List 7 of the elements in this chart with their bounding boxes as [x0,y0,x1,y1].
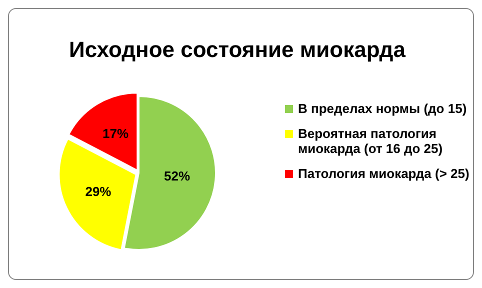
legend-label: Вероятная патология миокарда (от 16 до 25) [298,126,444,156]
data-label: 17% [102,126,129,141]
chart-title: Исходное состояние миокарда [69,37,406,63]
legend-label: Патология миокарда (> 25) [298,166,470,181]
data-label: 52% [164,168,191,184]
data-label: 29% [85,184,112,200]
legend-label: В пределах нормы (до 15) [298,101,467,116]
